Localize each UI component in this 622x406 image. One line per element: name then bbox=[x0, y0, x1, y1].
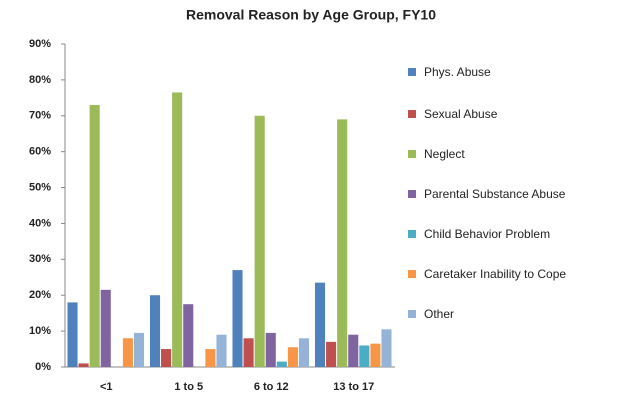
x-tick-label: 13 to 17 bbox=[333, 381, 374, 393]
legend-swatch bbox=[408, 68, 416, 76]
legend-label: Caretaker Inability to Cope bbox=[424, 267, 567, 281]
bar bbox=[276, 361, 287, 367]
y-tick-label: 70% bbox=[29, 110, 51, 122]
bar bbox=[89, 105, 100, 367]
legend-label: Neglect bbox=[424, 147, 465, 161]
bar bbox=[122, 338, 133, 367]
bar bbox=[326, 341, 337, 367]
y-tick-label: 90% bbox=[29, 38, 51, 50]
legend-label: Phys. Abuse bbox=[424, 65, 491, 79]
legend-swatch bbox=[408, 150, 416, 158]
bar bbox=[381, 329, 392, 367]
bar bbox=[78, 363, 89, 367]
bar bbox=[67, 302, 78, 367]
bar bbox=[370, 343, 381, 367]
legend-swatch bbox=[408, 270, 416, 278]
legend-item: Child Behavior Problem bbox=[408, 226, 604, 242]
bar bbox=[265, 332, 276, 367]
y-tick-label: 30% bbox=[29, 253, 51, 265]
bar bbox=[172, 92, 183, 367]
legend-swatch bbox=[408, 110, 416, 118]
legend-swatch bbox=[408, 230, 416, 238]
bar bbox=[149, 295, 161, 367]
legend-item: Caretaker Inability to Cope bbox=[408, 266, 604, 282]
x-tick-label: 6 to 12 bbox=[254, 381, 289, 393]
legend-item: Phys. Abuse bbox=[408, 64, 604, 80]
bar bbox=[298, 338, 310, 367]
legend-item: Parental Substance Abuse bbox=[408, 186, 604, 202]
bar bbox=[133, 332, 145, 367]
y-tick-label: 80% bbox=[29, 74, 51, 86]
bar bbox=[314, 282, 326, 367]
bar bbox=[100, 289, 111, 367]
legend-item: Other bbox=[408, 306, 604, 322]
y-tick-label: 20% bbox=[29, 289, 51, 301]
legend-swatch bbox=[408, 310, 416, 318]
bar bbox=[216, 334, 227, 367]
y-tick-label: 10% bbox=[29, 325, 51, 337]
y-tick-label: 40% bbox=[29, 217, 51, 229]
bar bbox=[348, 334, 359, 367]
legend-swatch bbox=[408, 190, 416, 198]
bar bbox=[161, 349, 172, 367]
bar bbox=[254, 115, 265, 368]
legend-label: Parental Substance Abuse bbox=[424, 187, 566, 201]
bar bbox=[205, 349, 216, 367]
legend-item: Neglect bbox=[408, 146, 604, 162]
bar bbox=[232, 270, 243, 367]
legend-label: Sexual Abuse bbox=[424, 107, 498, 121]
bar bbox=[243, 338, 254, 367]
y-tick-label: 60% bbox=[29, 146, 51, 158]
y-tick-label: 50% bbox=[29, 181, 51, 193]
chart-title: Removal Reason by Age Group, FY10 bbox=[186, 7, 436, 23]
bar bbox=[287, 347, 298, 367]
legend-item: Sexual Abuse bbox=[408, 106, 604, 122]
legend-label: Other bbox=[424, 307, 455, 321]
bar bbox=[359, 345, 370, 367]
y-tick-label: 0% bbox=[35, 361, 51, 373]
legend-label: Child Behavior Problem bbox=[424, 227, 551, 241]
bar bbox=[183, 304, 194, 367]
x-tick-label: 1 to 5 bbox=[174, 381, 203, 393]
bar bbox=[337, 119, 348, 367]
x-tick-label: <1 bbox=[100, 381, 113, 393]
